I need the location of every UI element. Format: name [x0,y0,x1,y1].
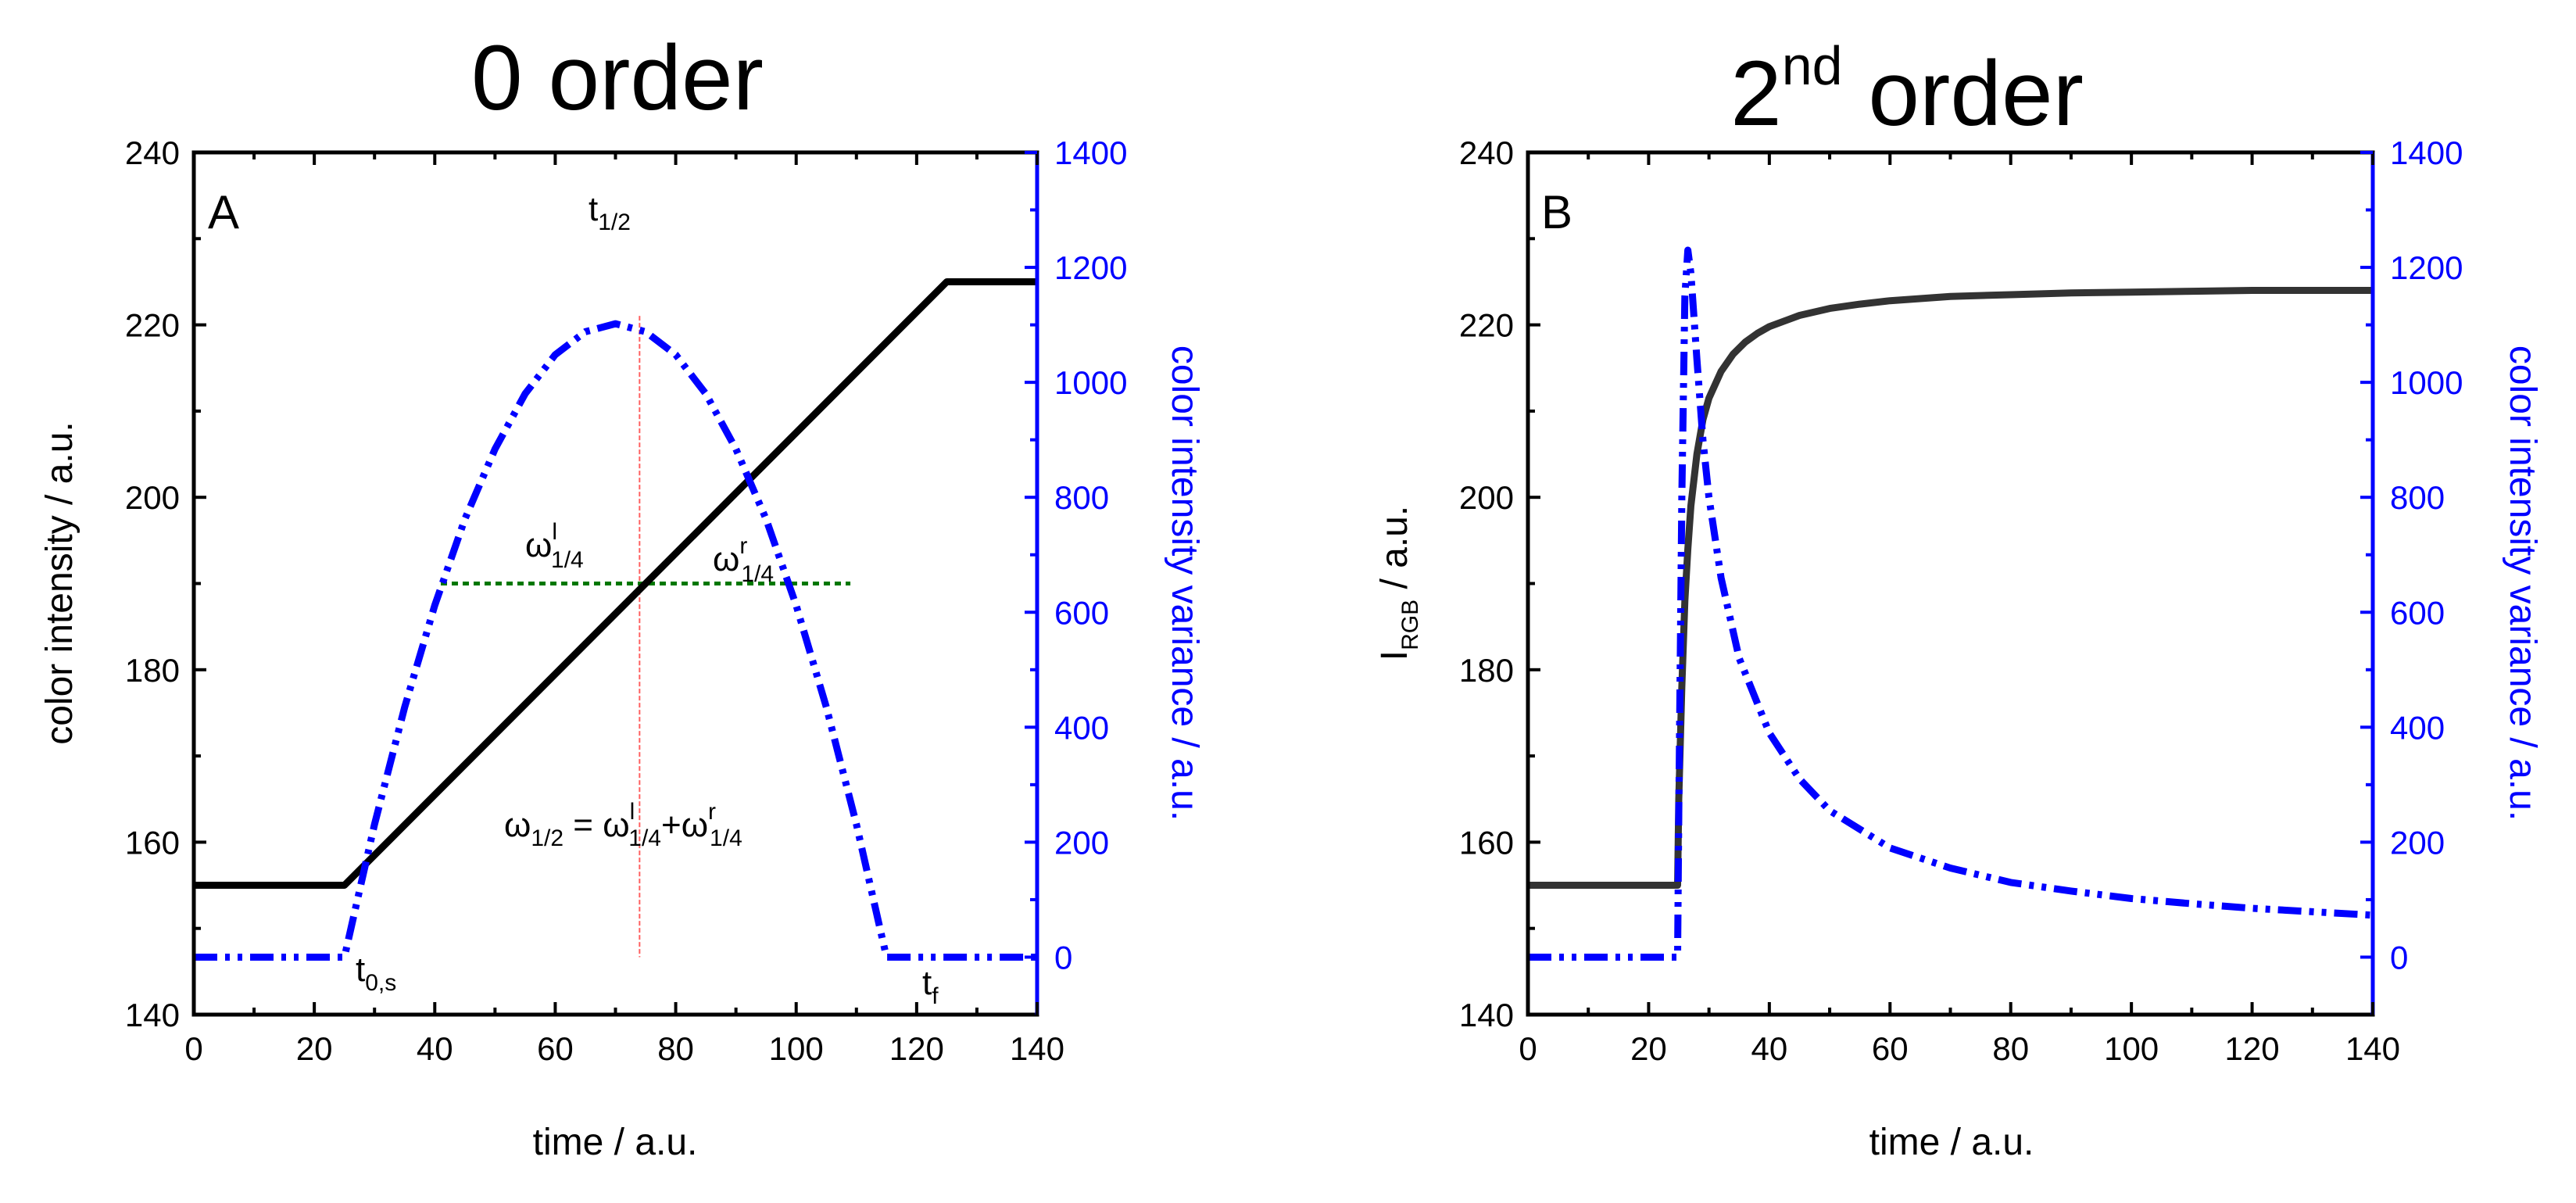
x-tick-label: 80 [657,1030,694,1067]
chart-panel-b: 2nd order 0 20 40 60 80 100 120 140 140 160 180 200… [1374,35,2543,1163]
series-group [1528,246,2374,961]
y2-tick-label: 400 [1054,709,1109,746]
tick-group: 0 20 40 60 80 100 120 140 140 160 180 200 220 240 0 200… [125,134,1128,1067]
chart-panel-a: 0 order 0 20 40 60 80 100 120 140 140 160 180 200 22… [39,27,1205,1163]
chart-title: 0 order [471,27,764,130]
x-axis-label: time / a.u. [1869,1122,2034,1163]
y-tick-label: 220 [125,307,180,344]
annotation-omega-equation: ω1/2 = ωl 1/4+ωr 1/4 [504,799,742,851]
y2-tick-label: 800 [2390,479,2445,516]
x-tick-label: 20 [1630,1030,1667,1067]
x-tick-label: 120 [2225,1030,2280,1067]
y-tick-label: 140 [1459,997,1514,1033]
y2-tick-label: 0 [2390,939,2408,976]
y-tick-label: 240 [1459,134,1514,171]
y-tick-label: 200 [125,479,180,516]
y2-tick-label: 0 [1054,939,1072,976]
y-tick-label: 220 [1459,307,1514,344]
y2-tick-label: 800 [1054,479,1109,516]
x-tick-label: 0 [1519,1030,1537,1067]
y-axis-label: color intensity / a.u. [39,421,80,745]
y-tick-label: 140 [125,997,180,1033]
x-tick-label: 140 [2345,1030,2400,1067]
x-tick-label: 100 [2104,1030,2159,1067]
x-tick-label: 80 [1992,1030,2029,1067]
x-tick-label: 40 [417,1030,453,1067]
x-tick-label: 20 [296,1030,333,1067]
x-axis-label: time / a.u. [533,1122,698,1163]
x-tick-label: 0 [184,1030,202,1067]
y-tick-label: 180 [1459,652,1514,689]
annotation-t-half: t1/2 [589,190,631,235]
series-group [194,278,1037,961]
annotation-t-0s: t0,s [356,951,396,996]
y-tick-label: 160 [1459,824,1514,861]
y-tick-label: 180 [125,652,180,689]
y-tick-label: 200 [1459,479,1514,516]
y2-tick-label: 1000 [2390,364,2463,401]
x-tick-label: 120 [889,1030,944,1067]
x-tick-label: 100 [769,1030,824,1067]
y2-tick-label: 600 [1054,594,1109,631]
y2-tick-label: 1000 [1054,364,1127,401]
variance-series-line [1528,246,2374,961]
y2-axis-label: color intensity variance / a.u. [1164,346,1205,821]
intensity-series-line [194,278,1037,889]
y2-tick-label: 200 [1054,824,1109,861]
tick-group: 0 20 40 60 80 100 120 140 140 160 180 200 220 240 0 200… [1459,134,2463,1067]
intensity-series-line [1528,287,2373,889]
x-tick-label: 60 [537,1030,574,1067]
y2-tick-label: 200 [2390,824,2445,861]
panel-label: B [1541,186,1572,238]
y2-axis-label: color intensity variance / a.u. [2502,346,2543,821]
y2-tick-label: 1400 [2390,134,2463,171]
y-tick-label: 240 [125,134,180,171]
annotation-omega-right: ωr 1/4 [713,533,774,587]
x-tick-label: 60 [1872,1030,1909,1067]
y-axis-label: IRGB / a.u. [1374,506,1423,661]
annotation-omega-left: ωl 1/4 [525,519,584,573]
y-tick-label: 160 [125,824,180,861]
y2-tick-label: 400 [2390,709,2445,746]
x-tick-label: 140 [1010,1030,1064,1067]
y2-tick-label: 1200 [1054,249,1127,286]
annotation-t-f: tf [922,964,939,1009]
y2-tick-label: 1400 [1054,134,1127,171]
variance-series-line [194,320,1037,961]
panel-label: A [208,186,239,238]
y2-tick-label: 600 [2390,594,2445,631]
y2-tick-label: 1200 [2390,249,2463,286]
chart-title: 2nd order [1730,35,2084,145]
x-tick-label: 40 [1751,1030,1787,1067]
